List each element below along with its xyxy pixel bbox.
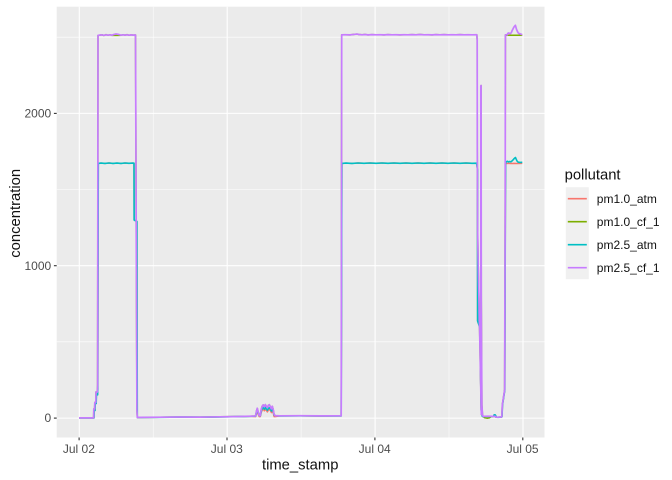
svg-text:time_stamp: time_stamp: [262, 458, 338, 474]
svg-text:pm1.0_atm: pm1.0_atm: [597, 192, 657, 206]
svg-text:Jul 05: Jul 05: [507, 442, 539, 456]
svg-text:1000: 1000: [24, 259, 51, 273]
svg-text:pollutant: pollutant: [565, 168, 621, 184]
svg-text:Jul 04: Jul 04: [359, 442, 391, 456]
svg-text:pm1.0_cf_1: pm1.0_cf_1: [597, 215, 660, 229]
svg-text:concentration: concentration: [8, 169, 24, 258]
svg-text:0: 0: [45, 411, 52, 425]
svg-text:2000: 2000: [24, 107, 51, 121]
svg-text:Jul 02: Jul 02: [63, 442, 95, 456]
svg-text:pm2.5_cf_1: pm2.5_cf_1: [597, 261, 660, 275]
svg-text:Jul 03: Jul 03: [211, 442, 243, 456]
svg-text:pm2.5_atm: pm2.5_atm: [597, 238, 657, 252]
